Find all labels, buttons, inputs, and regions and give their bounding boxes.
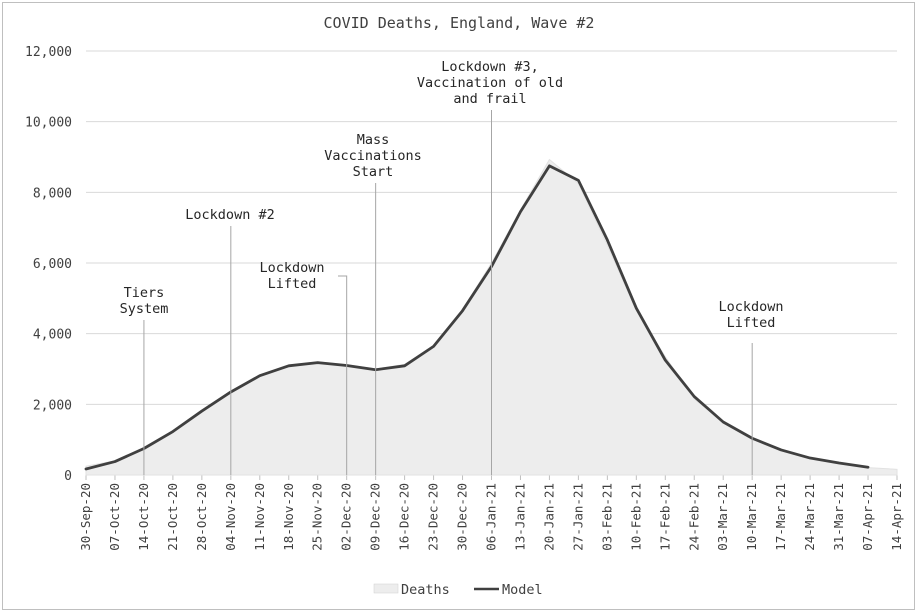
annotation-label: and frail [453,91,526,107]
x-tick-label: 17-Feb-21 [657,483,672,551]
y-tick-label: 2,000 [33,398,72,413]
annotation-label: Lockdown [259,260,324,276]
x-tick-label: 14-Apr-21 [889,483,904,551]
x-tick-label: 02-Dec-20 [339,483,354,551]
x-tick-label: 06-Jan-21 [484,483,499,551]
chart-title: COVID Deaths, England, Wave #2 [324,14,595,32]
annotation-leader-lines [143,110,753,475]
annotation-label: Vaccinations [324,148,422,164]
x-tick-label: 09-Dec-20 [368,483,383,551]
x-tick-label: 16-Dec-20 [397,483,412,551]
y-tick-label: 4,000 [33,328,72,343]
y-tick-label: 10,000 [25,116,72,131]
x-tick-label: 03-Mar-21 [715,483,730,551]
x-tick-label: 20-Jan-21 [541,483,556,551]
annotation-label: Tiers [124,285,165,301]
legend-swatch-deaths [373,583,399,594]
x-tick-label: 11-Nov-20 [252,483,267,551]
x-tick-label: 17-Mar-21 [773,483,788,551]
annotation-leader [338,275,348,475]
annotation-label: Start [353,164,394,180]
x-tick-label: 27-Jan-21 [570,483,585,551]
annotation-label: Lockdown [718,299,783,315]
x-tick-label: 18-Nov-20 [281,483,296,551]
annotation-label: Lockdown #3, [441,59,539,75]
annotation-label: Lifted [268,276,317,292]
x-tick-label: 10-Mar-21 [744,483,759,551]
x-tick-label: 10-Feb-21 [628,483,643,551]
annotation-label: Lifted [727,315,776,331]
x-tick-label: 31-Mar-21 [831,483,846,551]
x-tick-label: 30-Dec-20 [455,483,470,551]
x-tick-label: 24-Feb-21 [686,483,701,551]
annotation-label: System [120,301,169,317]
y-tick-label: 6,000 [33,257,72,272]
x-tick-label: 04-Nov-20 [223,483,238,551]
x-tick-label: 28-Oct-20 [194,483,209,551]
model-line [84,164,870,471]
annotation-label: Lockdown #2 [185,207,274,223]
x-tick-label: 23-Dec-20 [426,483,441,551]
annotation-label: Vaccination of old [417,75,563,91]
x-tick-label: 03-Feb-21 [599,483,614,551]
y-tick-label: 8,000 [33,186,72,201]
y-tick-label: 0 [64,469,72,484]
annotation-label: Mass [357,132,390,148]
legend-label-model: Model [502,582,543,598]
x-tick-label: 30-Sep-20 [78,483,93,551]
legend-label-deaths: Deaths [401,582,450,598]
y-axis-tick-labels: 0 2,000 4,000 6,000 8,000 10,000 12,000 [25,45,72,484]
x-tick-label: 07-Oct-20 [107,483,122,551]
model-line-layer [84,164,870,471]
legend: Deaths Model [373,582,543,598]
x-tick-label: 25-Nov-20 [310,483,325,551]
x-tick-label: 14-Oct-20 [136,483,151,551]
x-axis-tick-labels: 30-Sep-20 07-Oct-20 14-Oct-20 21-Oct-20 28-O… [78,483,904,551]
x-tick-label: 13-Jan-21 [512,483,527,551]
x-tick-label: 07-Apr-21 [860,483,875,551]
x-tick-label: 21-Oct-20 [165,483,180,551]
x-tick-label: 24-Mar-21 [802,483,817,551]
y-tick-label: 12,000 [25,45,72,60]
